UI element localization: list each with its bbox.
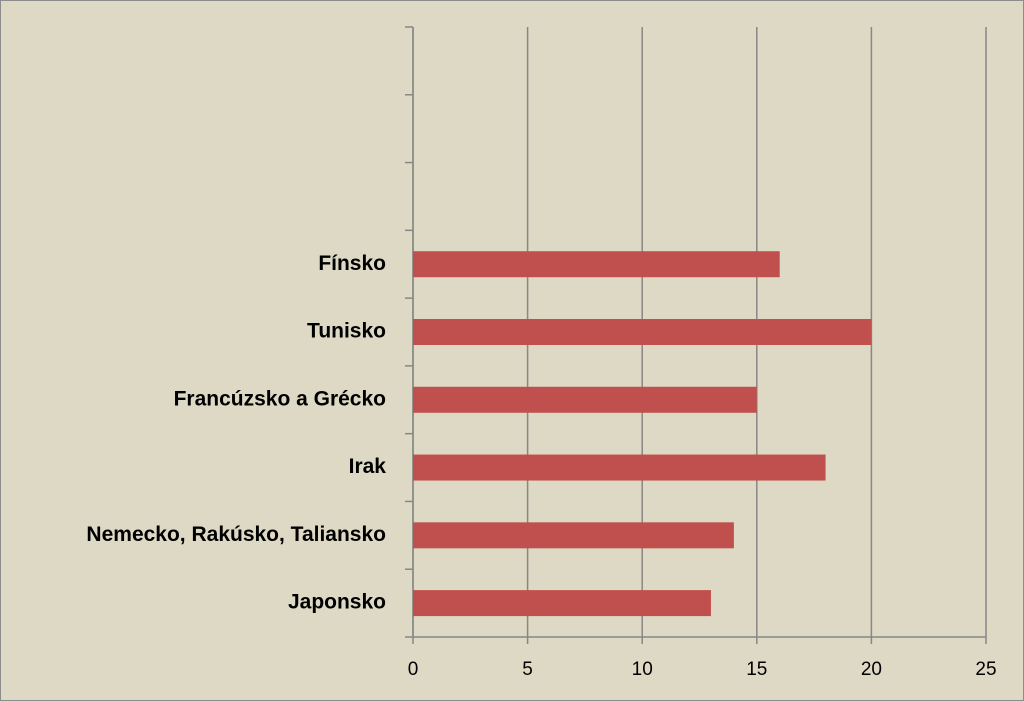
x-tick-label: 0	[408, 659, 419, 680]
y-tick-label: Irak	[349, 455, 387, 478]
bar	[413, 319, 872, 345]
y-tick-label: Francúzsko a Grécko	[174, 387, 386, 410]
bar	[413, 590, 711, 617]
bar	[413, 522, 734, 549]
x-tick-label: 20	[861, 659, 882, 680]
y-tick-label: Tunisko	[307, 320, 386, 343]
x-tick-label: 15	[746, 659, 767, 680]
y-tick-label: Fínsko	[318, 252, 386, 275]
y-tick-label: Japonsko	[288, 591, 386, 614]
y-tick-label: Nemecko, Rakúsko, Taliansko	[86, 523, 386, 546]
x-tick-label: 25	[975, 659, 996, 680]
x-tick-label: 5	[522, 659, 533, 680]
bar	[413, 454, 826, 481]
bar	[413, 386, 757, 413]
bar	[413, 251, 780, 278]
x-tick-label: 10	[632, 659, 653, 680]
